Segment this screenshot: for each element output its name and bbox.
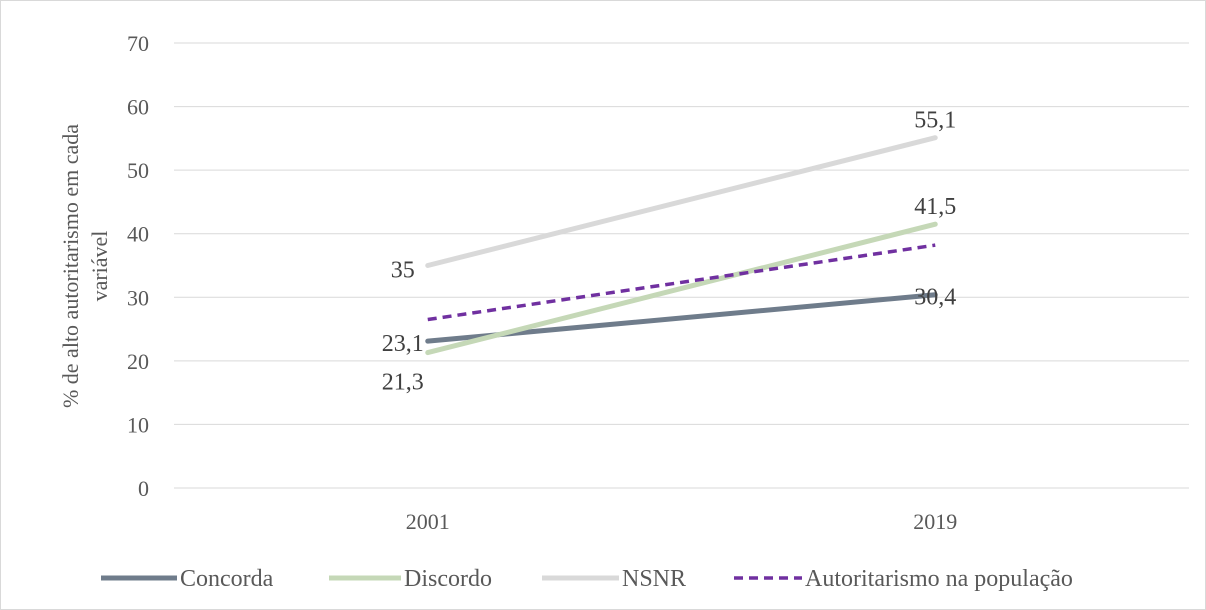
data-labels: 23,1 30,4 21,3 41,5 35 55,1 (382, 108, 957, 396)
y-tick-label: 10 (127, 412, 149, 437)
axes: 0 10 20 30 40 50 60 70 2001 2019 % de alto autorit… (58, 31, 957, 534)
legend-label: Autoritarismo na população (805, 566, 1073, 592)
data-label: 41,5 (914, 194, 956, 220)
series-line-nsnr (425, 135, 938, 268)
data-label: 35 (391, 258, 415, 284)
x-tick-label: 2019 (913, 509, 957, 534)
y-tick-label: 50 (127, 158, 149, 183)
series-lines (425, 135, 938, 356)
legend: Concorda Discordo NSNR Autoritarismo na pop… (101, 566, 1073, 592)
y-axis-title: % de alto autoritarismo em cada variável (58, 124, 112, 408)
legend-label: NSNR (622, 566, 686, 592)
y-tick-label: 20 (127, 349, 149, 374)
y-tick-label: 70 (127, 31, 149, 56)
data-label: 55,1 (914, 108, 956, 134)
series-line-autoritarismo-na-população (427, 243, 936, 322)
data-label: 30,4 (914, 285, 956, 311)
y-tick-label: 60 (127, 95, 149, 120)
gridlines (174, 42, 1189, 489)
legend-label: Concorda (180, 566, 274, 592)
series-line-discordo (425, 221, 938, 356)
y-axis-title-line: variável (87, 231, 112, 302)
y-tick-label: 0 (138, 476, 149, 501)
y-tick-label: 40 (127, 222, 149, 247)
data-label: 21,3 (382, 370, 424, 396)
legend-label: Discordo (404, 566, 492, 592)
x-tick-label: 2001 (406, 509, 450, 534)
y-tick-label: 30 (127, 285, 149, 310)
y-axis-title-line: % de alto autoritarismo em cada (58, 124, 83, 408)
data-label: 23,1 (382, 331, 424, 357)
